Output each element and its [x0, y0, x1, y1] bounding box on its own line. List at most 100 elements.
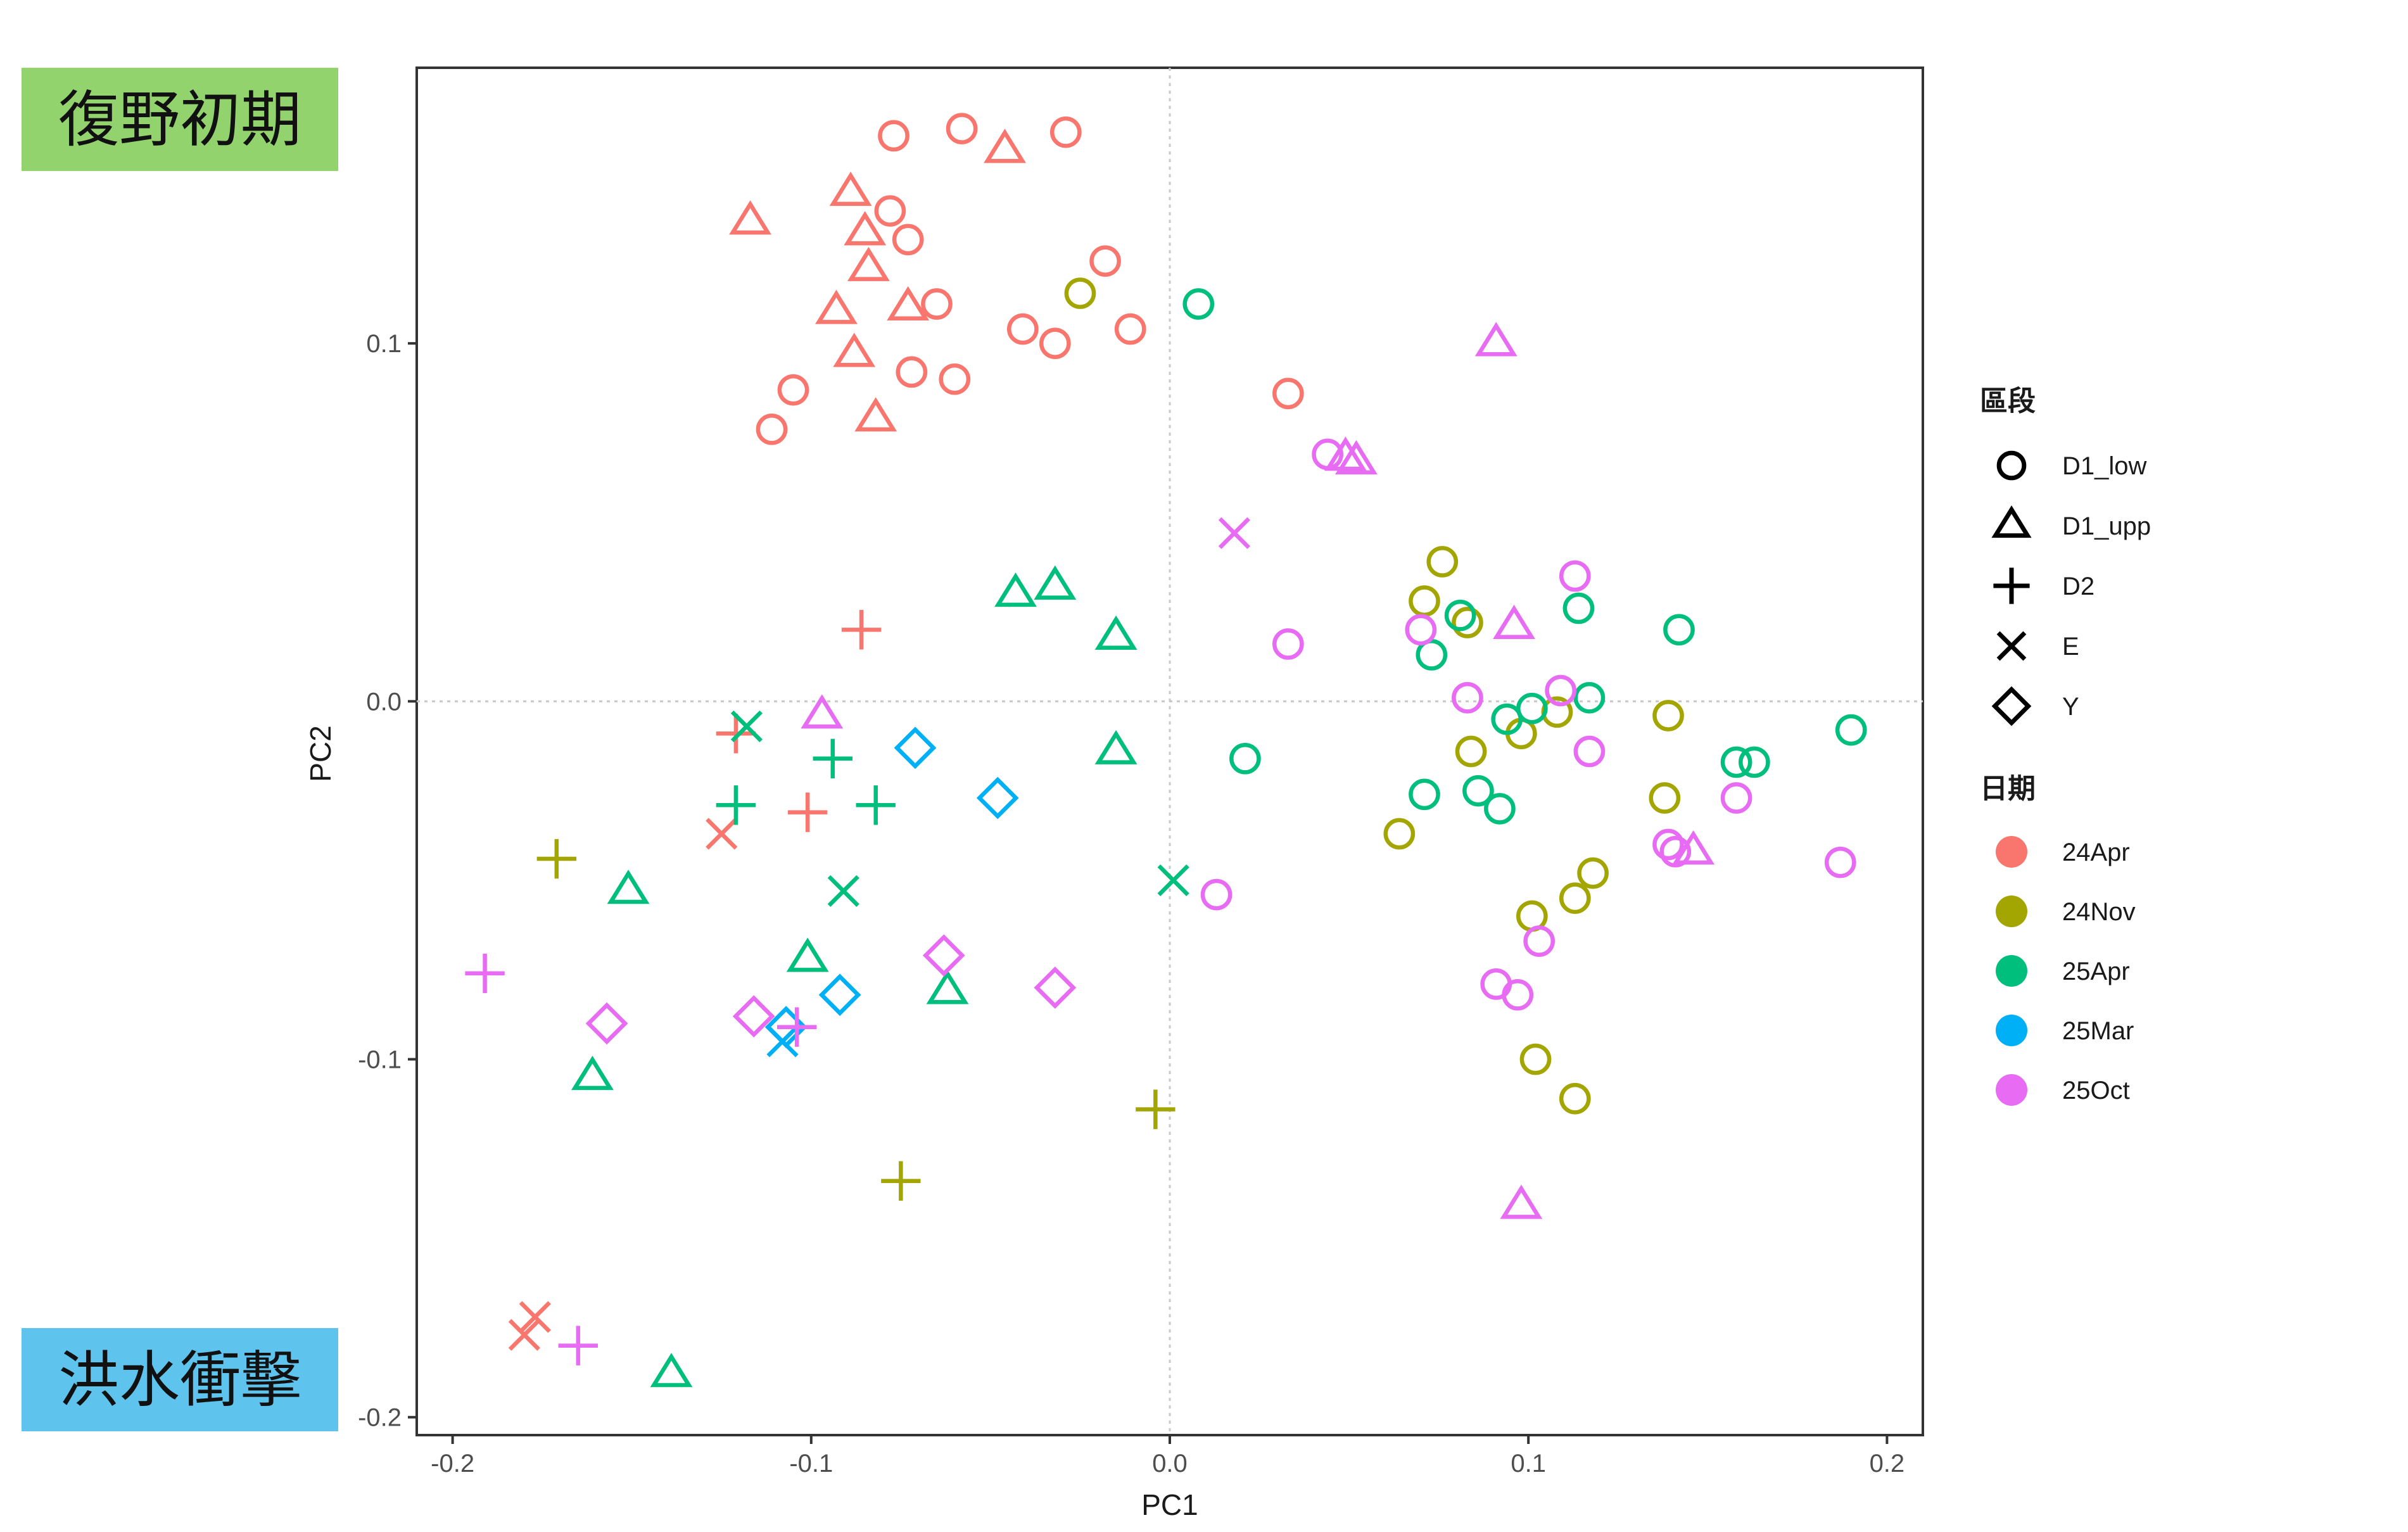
data-point-cross [827, 875, 859, 908]
data-point-circle [1491, 703, 1523, 735]
data-point-circle [1452, 681, 1483, 714]
data-point-plus [558, 1326, 598, 1365]
data-point-plus [841, 610, 882, 650]
legend-cross-icon [1996, 631, 2027, 661]
data-point-circle [1663, 614, 1695, 646]
top-banner-text: 復野初期 [58, 84, 301, 155]
data-point-triangle [571, 1056, 614, 1091]
legend-color-label: 25Oct [2062, 1077, 2130, 1105]
y-tick-label: 0.1 [366, 330, 402, 358]
data-point-circle [1559, 1082, 1591, 1115]
data-point-circle [1272, 377, 1304, 410]
data-point-cross [766, 1025, 799, 1058]
data-point-circle [1573, 735, 1606, 768]
data-point-circle [892, 224, 924, 256]
data-point-circle [1835, 714, 1867, 746]
data-point-circle [1444, 599, 1476, 631]
data-point-triangle [786, 937, 829, 972]
data-point-circle [878, 120, 909, 152]
data-point-triangle [1500, 1184, 1543, 1219]
data-point-circle [1114, 313, 1146, 345]
data-point-circle [1272, 628, 1304, 660]
data-point-plus [776, 1007, 817, 1047]
data-point-triangle [801, 694, 844, 729]
data-point-circle [1426, 546, 1459, 578]
x-tick-label: 0.2 [1870, 1450, 1905, 1478]
data-point-circle [896, 356, 928, 388]
data-point-circle [921, 288, 953, 320]
data-point-circle [1007, 313, 1039, 345]
data-point-circle [946, 113, 978, 144]
x-tick-label: 0.1 [1511, 1450, 1546, 1478]
data-point-triangle [829, 172, 872, 206]
data-point-triangle [994, 573, 1037, 607]
legend-color-title: 日期 [1980, 773, 2036, 804]
data-point-circle [1652, 700, 1684, 731]
data-point-circle [1720, 746, 1752, 778]
data-point-diamond [585, 1002, 628, 1045]
data-point-cross [508, 1319, 540, 1351]
bottom-banner: 洪水衝擊 [22, 1328, 338, 1431]
data-point-triangle [729, 200, 771, 235]
data-point-triangle [844, 211, 887, 246]
data-point-plus [856, 785, 896, 825]
data-point-circle [1659, 835, 1692, 868]
data-point-circle [1409, 778, 1440, 811]
data-point-plus [1136, 1089, 1175, 1129]
data-point-triangle [1094, 730, 1137, 764]
data-point-triangle [854, 397, 897, 432]
data-point-cross [519, 1301, 551, 1333]
data-point-cross [1218, 517, 1251, 549]
data-point-plus [716, 785, 756, 825]
data-point-cross [730, 710, 763, 743]
data-point-circle [756, 413, 788, 445]
plot-panel [415, 66, 1924, 1436]
data-point-triangle [1324, 436, 1367, 471]
data-point-circle [1182, 288, 1215, 320]
data-point-triangle [1493, 604, 1535, 640]
legend-color-label: 25Mar [2062, 1017, 2134, 1045]
data-point-circle [1089, 245, 1121, 277]
data-point-plus [536, 839, 577, 879]
data-point-circle [1523, 925, 1556, 957]
bottom-banner-text: 洪水衝擊 [58, 1345, 301, 1415]
data-point-circle [1455, 735, 1487, 768]
x-tick-label: -0.2 [431, 1450, 474, 1478]
data-point-diamond [818, 973, 861, 1016]
legend-shape-label: D1_low [2062, 452, 2147, 480]
legend: 區段 D1_low D1_upp D2 E Y 日期 24Apr 24Nov 25Apr 25… [1980, 386, 2151, 1106]
legend-color-swatch [1996, 836, 2027, 868]
data-point-circle [1502, 978, 1534, 1011]
data-point-circle [1049, 116, 1082, 148]
data-point-circle [777, 374, 809, 406]
legend-shape-label: E [2062, 633, 2079, 661]
x-tick-label: -0.1 [789, 1450, 833, 1478]
legend-plus-icon [1993, 567, 2030, 604]
legend-circle-icon [1996, 450, 2027, 481]
y-tick-label: -0.2 [358, 1404, 402, 1432]
data-point-circle [1824, 846, 1856, 878]
data-point-triangle [1094, 615, 1137, 650]
data-point-circle [1720, 782, 1752, 814]
data-point-circle [1229, 742, 1261, 775]
x-tick-label: 0.0 [1152, 1450, 1188, 1478]
data-point-triangle [887, 286, 930, 321]
data-point-triangle [607, 870, 650, 904]
legend-diamond-icon [1991, 686, 2032, 726]
data-point-triangle [815, 289, 858, 324]
data-point-triangle [1334, 440, 1378, 475]
data-point-circle [1064, 277, 1096, 309]
top-banner: 復野初期 [22, 68, 338, 171]
data-point-circle [1462, 775, 1494, 807]
data-point-circle [1573, 681, 1606, 714]
legend-shape-label: D1_upp [2062, 512, 2151, 540]
legend-shape-title: 區段 [1980, 386, 2036, 417]
y-axis-title: PC2 [304, 725, 337, 782]
data-point-plus [881, 1161, 921, 1201]
data-point-cross [706, 818, 738, 850]
data-point-circle [1577, 857, 1609, 889]
data-point-diamond [922, 934, 965, 977]
data-point-circle [1545, 674, 1576, 707]
legend-color-swatch [1996, 1015, 2027, 1046]
top-banner-background [22, 68, 338, 171]
